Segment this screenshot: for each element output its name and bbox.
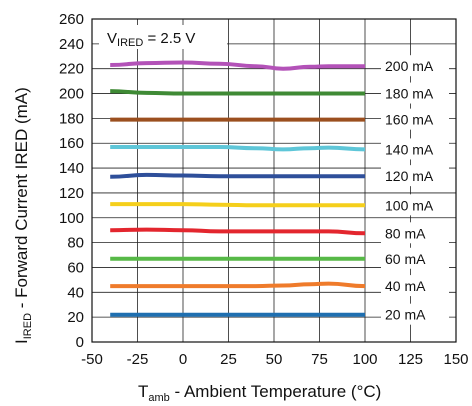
series-line-6 [110,145,366,152]
series-label-bg-6 [381,138,449,160]
x-tick-label-0: -50 [81,351,103,368]
series-label-bg-8 [381,82,449,104]
y-tick-label-13: 260 [59,11,84,28]
x-tick-label-3: 25 [220,351,237,368]
x-tick-label-7: 125 [398,351,423,368]
series-label-bg-1 [381,275,449,297]
series-label-9: 200 mA [385,58,434,74]
series-label-7: 160 mA [385,112,434,128]
y-tick-label-9: 180 [59,110,84,127]
series-label-bg-0 [381,303,449,325]
x-axis-title-rest: - Ambient Temperature (°C) [170,382,382,401]
series-label-0: 20 mA [385,307,426,323]
series-label-bg-4 [381,194,449,216]
annotation-rest: = 2.5 V [143,30,195,47]
series-line-4 [110,202,365,208]
series-label-bg-7 [381,108,449,130]
plot-frame [91,18,457,343]
y-tick-label-3: 60 [67,259,84,276]
series-label-2: 60 mA [385,251,426,267]
series-line-3 [110,227,366,236]
y-tick-label-6: 120 [59,185,84,202]
x-tick-label-4: 50 [266,351,283,368]
series-label-5: 120 mA [385,168,434,184]
x-tick-label-2: 0 [179,351,187,368]
y-tick-label-12: 240 [59,36,84,53]
series-line-5 [110,172,365,179]
series-label-bg-9 [381,55,449,77]
series-label-3: 80 mA [385,225,426,241]
y-tick-label-4: 80 [67,235,84,252]
series-label-4: 100 mA [385,197,434,213]
x-tick-label-5: 75 [311,351,328,368]
y-tick-label-10: 200 [59,86,84,103]
series-layer [110,60,366,317]
x-axis-title-sub: amb [148,392,169,404]
x-tick-label-6: 100 [352,351,377,368]
x-tick-labels: -50 -25 0 25 50 75 100 125 150 [81,351,468,368]
y-tick-label-11: 220 [59,61,84,78]
y-tick-label-2: 40 [67,284,84,301]
series-label-6: 140 mA [385,141,434,157]
annotation-box [99,25,227,49]
y-axis-title-rest: - Forward Current IRED (mA) [12,87,31,313]
y-axis-title: IIRED - Forward Current IRED (mA) [12,87,34,344]
y-tick-label-1: 20 [67,309,84,326]
series-label-8: 180 mA [385,86,434,102]
y-axis-title-main: I [12,339,31,344]
x-axis-title-main: T [138,382,148,401]
y-tick-label-7: 140 [59,160,84,177]
x-tick-label-8: 150 [443,351,468,368]
series-line-1 [110,281,366,289]
series-line-8 [110,89,366,96]
annotation-main: V [107,30,117,47]
series-label-bg-5 [381,165,449,187]
x-tick-label-1: -25 [127,351,149,368]
series-label-1: 40 mA [385,278,426,294]
y-axis-title-sub: IRED [22,313,34,339]
y-tick-label-0: 0 [76,334,84,351]
y-tick-label-8: 160 [59,135,84,152]
series-label-bg-2 [381,247,449,269]
y-tick-labels: 0 20 40 60 80 100 120 140 160 180 200 220 240 260 [59,11,84,351]
y-tick-label-5: 100 [59,210,84,227]
annotation: VIRED = 2.5 V [107,30,195,49]
series-label-bg-3 [381,222,449,244]
x-axis-title: Tamb - Ambient Temperature (°C) [138,382,381,404]
annotation-sub: IRED [117,37,143,49]
series-label-layer: 20 mA 40 mA 60 mA 80 mA 100 mA 120 mA 140 mA 16… [381,55,449,325]
series-line-9 [110,60,365,71]
